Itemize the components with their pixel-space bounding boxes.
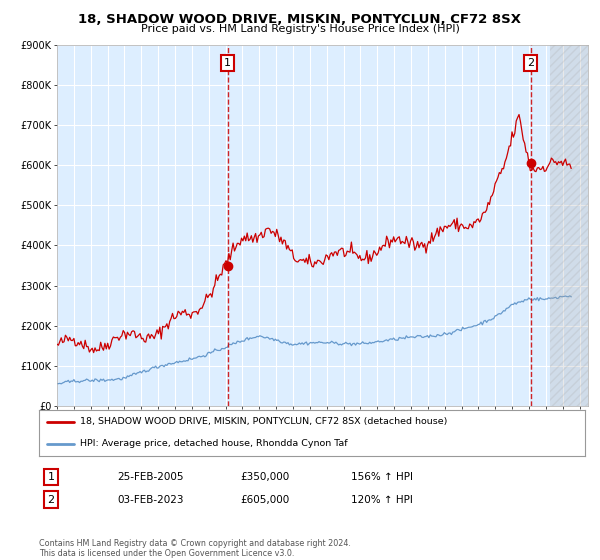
Text: 1: 1: [47, 472, 55, 482]
Text: 2: 2: [47, 494, 55, 505]
Text: 25-FEB-2005: 25-FEB-2005: [117, 472, 184, 482]
Text: £350,000: £350,000: [240, 472, 289, 482]
Text: Price paid vs. HM Land Registry's House Price Index (HPI): Price paid vs. HM Land Registry's House …: [140, 24, 460, 34]
Text: 18, SHADOW WOOD DRIVE, MISKIN, PONTYCLUN, CF72 8SX (detached house): 18, SHADOW WOOD DRIVE, MISKIN, PONTYCLUN…: [80, 417, 448, 427]
Text: 03-FEB-2023: 03-FEB-2023: [117, 494, 184, 505]
Text: £605,000: £605,000: [240, 494, 289, 505]
Text: Contains HM Land Registry data © Crown copyright and database right 2024.
This d: Contains HM Land Registry data © Crown c…: [39, 539, 351, 558]
Text: 156% ↑ HPI: 156% ↑ HPI: [351, 472, 413, 482]
Text: 1: 1: [224, 58, 231, 68]
Text: 18, SHADOW WOOD DRIVE, MISKIN, PONTYCLUN, CF72 8SX: 18, SHADOW WOOD DRIVE, MISKIN, PONTYCLUN…: [79, 13, 521, 26]
Text: 2: 2: [527, 58, 534, 68]
Text: HPI: Average price, detached house, Rhondda Cynon Taf: HPI: Average price, detached house, Rhon…: [80, 439, 347, 448]
Text: 120% ↑ HPI: 120% ↑ HPI: [351, 494, 413, 505]
